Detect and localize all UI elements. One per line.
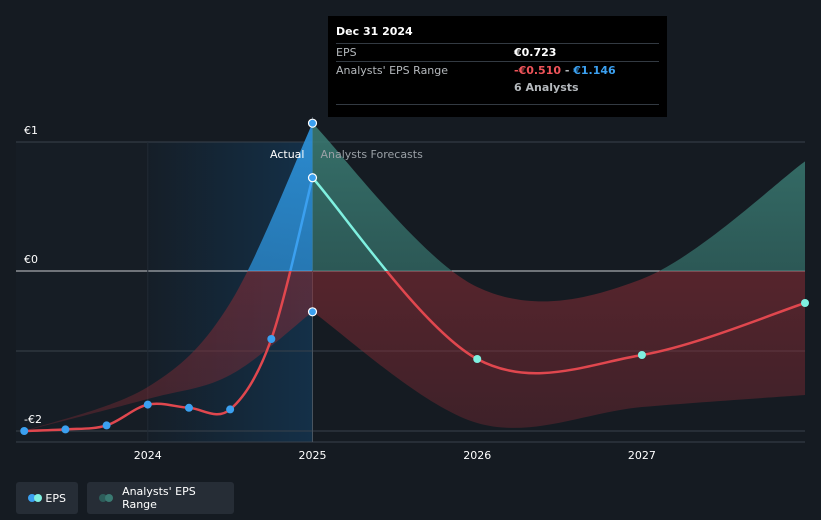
x-tick-label: 2025 xyxy=(298,449,326,462)
tooltip-analysts-count: 6 Analysts xyxy=(514,81,579,94)
forecast-point xyxy=(637,351,646,359)
range-band-actual-negative xyxy=(24,271,313,431)
eps-tooltip: Dec 31 2024 EPS €0.723 Analysts' EPS Ran… xyxy=(328,16,667,117)
eps-point xyxy=(20,427,29,435)
tooltip-date: Dec 31 2024 xyxy=(336,25,413,38)
range-low-point xyxy=(307,307,318,317)
tooltip-eps-value: €0.723 xyxy=(514,46,557,59)
x-tick-label: 2024 xyxy=(134,449,162,462)
forecast-point xyxy=(801,299,809,307)
range-legend-icon xyxy=(99,494,115,502)
range-band-forecast-positive xyxy=(312,123,805,271)
range-high-point xyxy=(307,118,318,128)
tooltip-range-label: Analysts' EPS Range xyxy=(336,64,449,77)
eps-point xyxy=(102,421,111,430)
eps-point xyxy=(267,335,276,343)
range-band-forecast-negative xyxy=(312,271,805,428)
legend-eps[interactable]: EPS xyxy=(16,482,78,514)
x-tick-label: 2027 xyxy=(628,449,656,462)
tooltip-range-separator: - xyxy=(561,64,574,77)
tooltip-divider xyxy=(336,104,659,105)
y-tick-label: -€2 xyxy=(24,413,42,426)
range-band-actual-positive xyxy=(247,123,313,271)
forecast-line-negative xyxy=(384,271,806,375)
x-tick-label: 2026 xyxy=(463,449,491,462)
legend-eps-label: EPS xyxy=(45,491,66,505)
y-tick-label: €1 xyxy=(24,124,38,137)
tooltip-range-low: -€0.510 xyxy=(514,64,562,77)
eps-point xyxy=(184,403,193,412)
actual-region-label: Actual xyxy=(270,148,304,161)
tooltip-eps-label: EPS xyxy=(336,46,357,59)
tooltip-range-high: €1.146 xyxy=(573,64,616,77)
eps-point xyxy=(143,400,152,409)
eps-point xyxy=(61,425,70,434)
y-tick-label: €0 xyxy=(24,253,38,266)
forecast-point xyxy=(473,355,482,363)
eps-legend-icon xyxy=(28,494,42,502)
legend-range-label: Analysts' EPS Range xyxy=(122,485,196,511)
forecast-region-label: Analysts Forecasts xyxy=(320,148,423,161)
past-shade xyxy=(16,142,148,442)
forecast-line-positive xyxy=(311,176,389,271)
eps-point xyxy=(307,173,318,183)
eps-point xyxy=(226,405,235,414)
legend-analysts-range[interactable]: Analysts' EPS Range xyxy=(87,482,234,514)
